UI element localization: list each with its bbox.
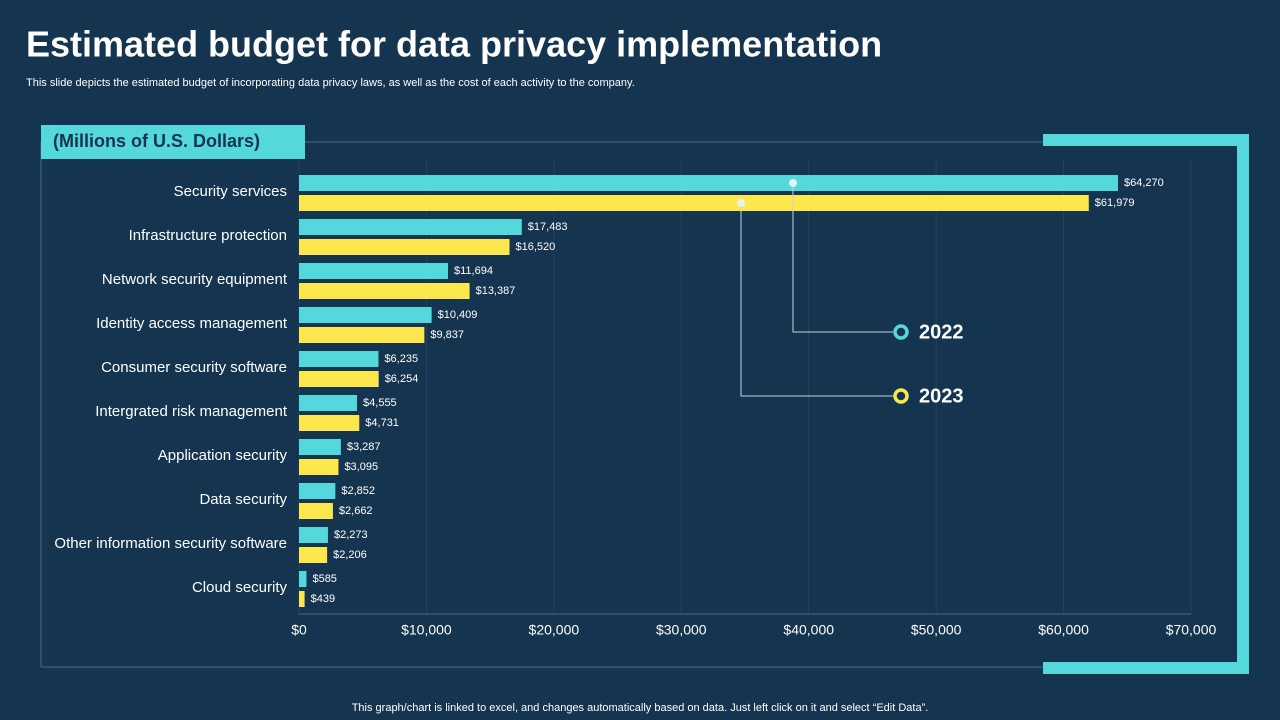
bar bbox=[299, 571, 307, 587]
title: Estimated budget for data privacy implem… bbox=[26, 24, 882, 65]
legend-marker bbox=[893, 388, 909, 404]
legend-leader bbox=[792, 183, 893, 333]
value-label: $17,483 bbox=[528, 221, 568, 233]
y-tick-label: Infrastructure protection bbox=[129, 227, 287, 244]
y-tick-label: Data security bbox=[199, 491, 287, 508]
bar bbox=[299, 239, 510, 255]
legend-leader bbox=[740, 203, 893, 397]
legend-dot bbox=[789, 179, 797, 187]
unit-label: (Millions of U.S. Dollars) bbox=[53, 131, 260, 151]
bar bbox=[299, 459, 339, 475]
legend-label: 2023 bbox=[919, 385, 964, 407]
value-label: $2,662 bbox=[339, 505, 373, 517]
value-label: $4,555 bbox=[363, 397, 397, 409]
bar bbox=[299, 351, 379, 367]
x-tick-label: $30,000 bbox=[656, 622, 707, 638]
bar bbox=[299, 527, 328, 543]
bar bbox=[299, 327, 425, 343]
value-label: $2,273 bbox=[334, 529, 368, 541]
value-label: $3,287 bbox=[347, 441, 381, 453]
subtitle: This slide depicts the estimated budget … bbox=[26, 77, 635, 89]
bar bbox=[299, 547, 328, 563]
bar bbox=[299, 371, 379, 387]
y-tick-label: Network security equipment bbox=[102, 271, 288, 288]
value-label: $64,270 bbox=[1124, 177, 1164, 189]
value-label: $10,409 bbox=[438, 309, 478, 321]
bar bbox=[299, 195, 1089, 211]
bar bbox=[299, 219, 522, 235]
y-tick-label: Application security bbox=[158, 447, 288, 464]
legend-dot bbox=[737, 199, 745, 207]
frame-accent bbox=[1043, 134, 1249, 674]
bar bbox=[299, 439, 341, 455]
y-tick-label: Identity access management bbox=[96, 315, 288, 332]
value-label: $439 bbox=[311, 593, 335, 605]
x-tick-label: $50,000 bbox=[911, 622, 962, 638]
y-tick-label: Cloud security bbox=[192, 579, 288, 596]
value-label: $9,837 bbox=[430, 329, 464, 341]
value-label: $16,520 bbox=[516, 241, 556, 253]
x-tick-label: $0 bbox=[291, 622, 307, 638]
bar bbox=[299, 283, 470, 299]
bar bbox=[299, 591, 305, 607]
x-tick-label: $10,000 bbox=[401, 622, 452, 638]
plot: $0 $10,000 $20,000 $30,000 $40,000 $50,000 $60… bbox=[54, 160, 1217, 638]
y-tick-label: Intergrated risk management bbox=[95, 403, 288, 420]
value-label: $2,852 bbox=[341, 485, 375, 497]
bar bbox=[299, 307, 432, 323]
footer: This graph/chart is linked to excel, and… bbox=[352, 702, 929, 714]
legend-label: 2022 bbox=[919, 321, 964, 343]
x-tick-label: $40,000 bbox=[783, 622, 834, 638]
y-tick-label: Other information security software bbox=[54, 535, 287, 552]
x-tick-label: $60,000 bbox=[1038, 622, 1089, 638]
value-label: $13,387 bbox=[476, 285, 516, 297]
value-label: $585 bbox=[312, 573, 336, 585]
value-label: $6,254 bbox=[385, 373, 419, 385]
bar bbox=[299, 263, 449, 279]
bar bbox=[299, 483, 336, 499]
legend-marker bbox=[893, 324, 909, 340]
y-tick-label: Consumer security software bbox=[101, 359, 287, 376]
unit-box bbox=[41, 125, 305, 159]
value-label: $4,731 bbox=[365, 417, 399, 429]
y-tick-label: Security services bbox=[174, 183, 287, 200]
bar bbox=[299, 395, 358, 411]
x-tick-label: $70,000 bbox=[1166, 622, 1217, 638]
value-label: $3,095 bbox=[344, 461, 378, 473]
value-label: $6,235 bbox=[384, 353, 418, 365]
x-tick-label: $20,000 bbox=[529, 622, 580, 638]
value-label: $11,694 bbox=[454, 265, 493, 277]
value-label: $2,206 bbox=[333, 549, 367, 561]
bar bbox=[299, 503, 333, 519]
bar bbox=[299, 175, 1118, 191]
value-label: $61,979 bbox=[1095, 197, 1135, 209]
bar bbox=[299, 415, 360, 431]
